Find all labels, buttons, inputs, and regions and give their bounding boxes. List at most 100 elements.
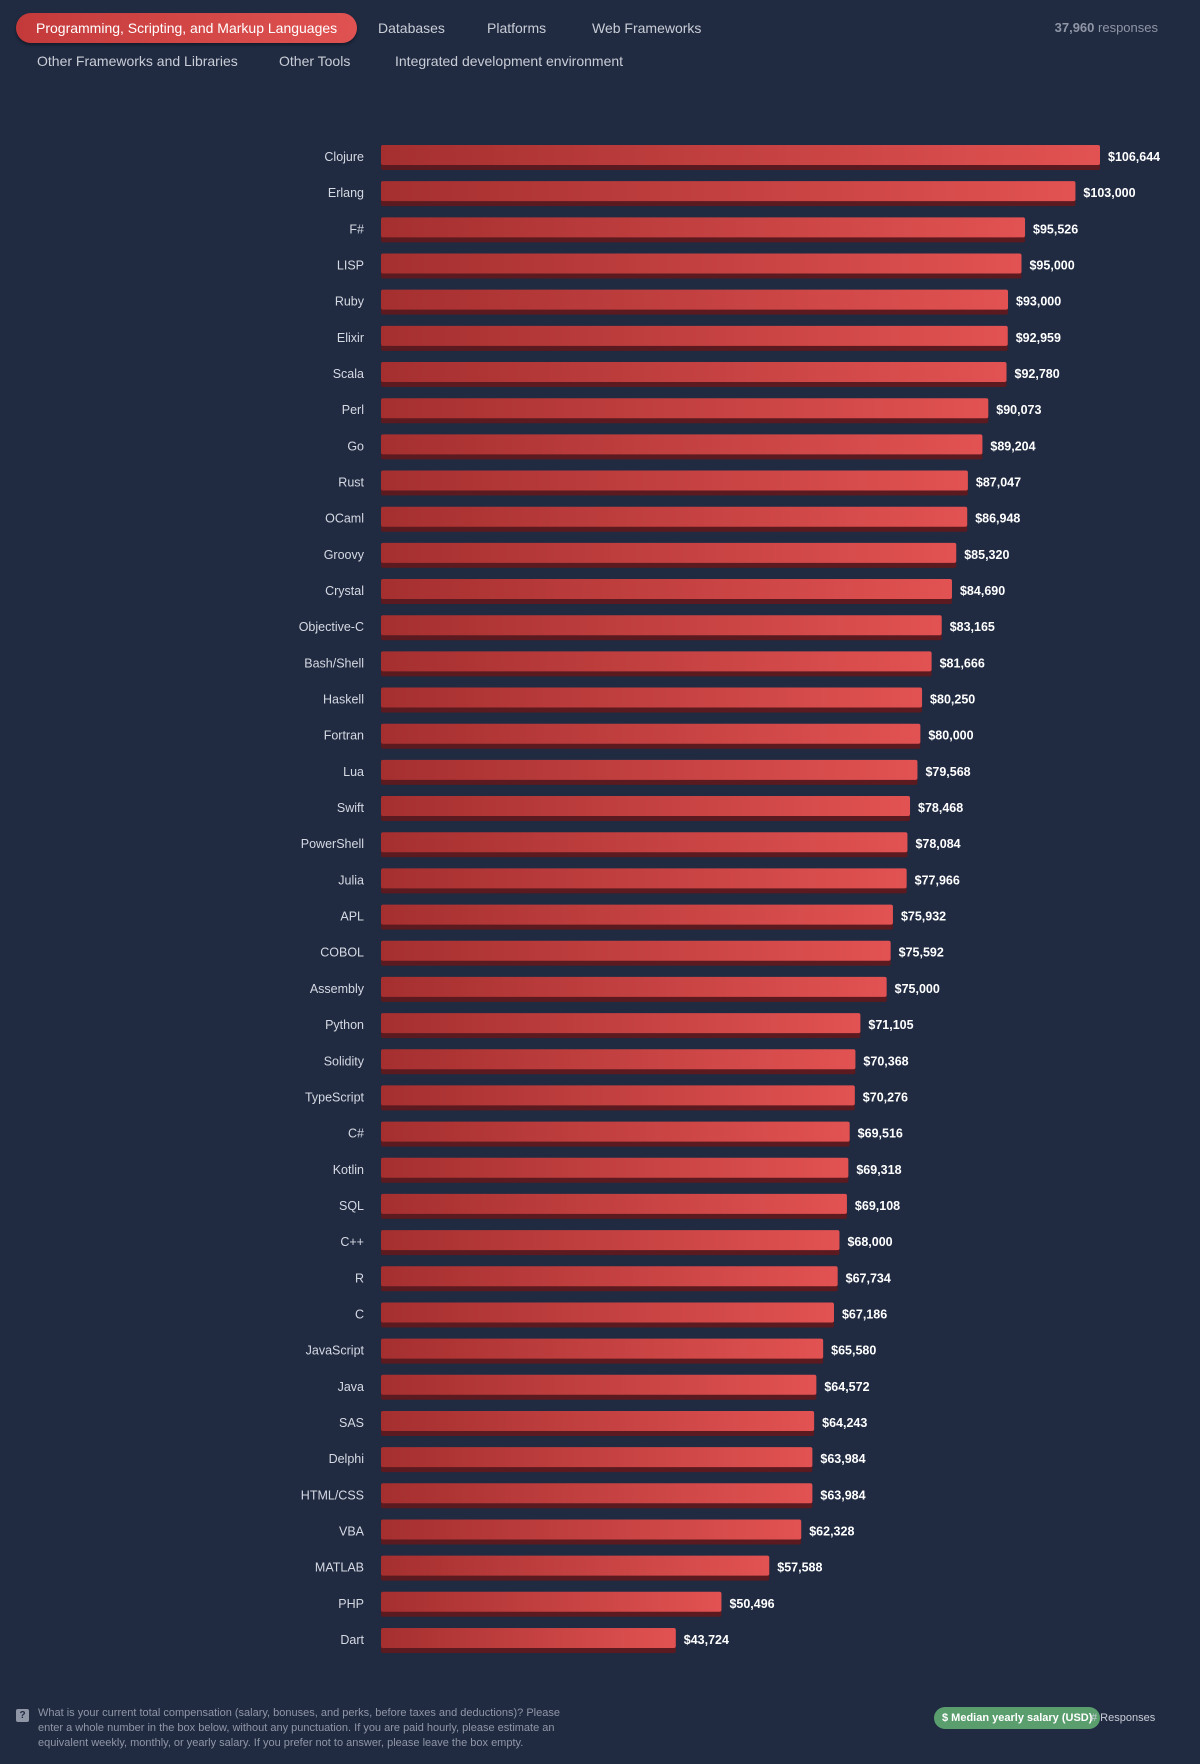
category-label: Perl xyxy=(342,403,364,417)
legend-median-salary-toggle[interactable]: $ Median yearly salary (USD) xyxy=(934,1707,1101,1729)
bar[interactable] xyxy=(381,1193,847,1214)
category-label: Haskell xyxy=(323,693,364,707)
category-label: MATLAB xyxy=(315,1561,364,1575)
bar[interactable] xyxy=(381,940,891,961)
responses-number: 37,960 xyxy=(1054,20,1095,35)
category-label: F# xyxy=(349,222,364,236)
bar[interactable] xyxy=(381,1374,817,1395)
bar[interactable] xyxy=(381,506,968,527)
bar[interactable] xyxy=(381,1627,676,1648)
bar[interactable] xyxy=(381,542,957,563)
bar[interactable] xyxy=(381,1049,856,1070)
bar[interactable] xyxy=(381,579,952,600)
value-label: $69,516 xyxy=(858,1127,903,1141)
bar[interactable] xyxy=(381,1338,824,1359)
bar[interactable] xyxy=(381,651,932,672)
bar[interactable] xyxy=(381,1591,722,1612)
category-label: Java xyxy=(338,1380,364,1394)
category-label: SQL xyxy=(339,1199,364,1213)
value-label: $64,572 xyxy=(824,1380,869,1394)
tab-ide[interactable]: Integrated development environment xyxy=(395,53,624,69)
bar[interactable] xyxy=(381,1157,849,1178)
bar[interactable] xyxy=(381,325,1008,346)
bar[interactable] xyxy=(381,470,968,491)
category-label: R xyxy=(355,1271,364,1285)
value-label: $80,000 xyxy=(928,729,973,743)
category-label: C# xyxy=(348,1127,364,1141)
value-label: $79,568 xyxy=(925,765,970,779)
bar[interactable] xyxy=(381,1085,855,1106)
bar[interactable] xyxy=(381,181,1076,202)
category-label: C++ xyxy=(340,1235,364,1249)
bar[interactable] xyxy=(381,723,921,744)
bar[interactable] xyxy=(381,615,942,636)
bar[interactable] xyxy=(381,976,887,997)
value-label: $95,000 xyxy=(1029,259,1074,273)
bar[interactable] xyxy=(381,289,1009,310)
legend-responses-toggle[interactable]: # Responses xyxy=(1091,1712,1156,1724)
value-label: $90,073 xyxy=(996,403,1041,417)
value-label: $81,666 xyxy=(940,656,985,670)
category-label: JavaScript xyxy=(306,1344,365,1358)
bar[interactable] xyxy=(381,1266,838,1287)
bar[interactable] xyxy=(381,1483,813,1504)
value-label: $78,084 xyxy=(915,837,960,851)
value-label: $75,932 xyxy=(901,910,946,924)
category-label: PHP xyxy=(338,1597,364,1611)
bar[interactable] xyxy=(381,217,1026,238)
category-label: Swift xyxy=(337,801,365,815)
bar[interactable] xyxy=(381,904,893,925)
bar[interactable] xyxy=(381,868,907,889)
category-label: Bash/Shell xyxy=(304,656,364,670)
bar[interactable] xyxy=(381,398,989,419)
bar[interactable] xyxy=(381,1410,815,1431)
responses-count: 37,960 responses xyxy=(1055,13,1158,43)
salary-bar-chart: Clojure $106,644 Erlang $103,000 F# $95,526 LI… xyxy=(299,145,1160,1653)
tab-other-tools[interactable]: Other Tools xyxy=(279,53,351,69)
value-label: $75,592 xyxy=(899,946,944,960)
value-label: $57,588 xyxy=(777,1561,822,1575)
category-label: Erlang xyxy=(328,186,364,200)
category-label: Scala xyxy=(333,367,364,381)
value-label: $70,368 xyxy=(863,1054,908,1068)
category-label: Solidity xyxy=(324,1054,365,1068)
value-label: $80,250 xyxy=(930,693,975,707)
bar[interactable] xyxy=(381,1121,850,1142)
value-label: $62,328 xyxy=(809,1524,854,1538)
category-label: Elixir xyxy=(337,331,364,345)
bar[interactable] xyxy=(381,253,1022,274)
tab-platforms[interactable]: Platforms xyxy=(487,20,547,36)
question-icon: ? xyxy=(16,1709,29,1722)
tab-programming-languages[interactable]: Programming, Scripting, and Markup Langu… xyxy=(16,13,358,43)
bar[interactable] xyxy=(381,1013,861,1034)
value-label: $67,186 xyxy=(842,1307,887,1321)
survey-question: What is your current total compensation … xyxy=(38,1707,560,1749)
tab-web-frameworks[interactable]: Web Frameworks xyxy=(592,20,702,36)
bar[interactable] xyxy=(381,434,983,455)
bar[interactable] xyxy=(381,796,911,817)
value-label: $92,780 xyxy=(1015,367,1060,381)
category-label: Dart xyxy=(340,1633,364,1647)
category-label: Julia xyxy=(338,873,364,887)
tab-databases[interactable]: Databases xyxy=(378,20,445,36)
value-label: $83,165 xyxy=(950,620,995,634)
bar[interactable] xyxy=(381,145,1100,165)
category-label: VBA xyxy=(339,1524,365,1538)
bar[interactable] xyxy=(381,1302,834,1323)
value-label: $75,000 xyxy=(895,982,940,996)
bar[interactable] xyxy=(381,1230,840,1251)
bar[interactable] xyxy=(381,1555,770,1576)
category-label: Kotlin xyxy=(333,1163,364,1177)
category-label: PowerShell xyxy=(301,837,364,851)
bar[interactable] xyxy=(381,1447,813,1468)
category-label: OCaml xyxy=(325,512,364,526)
value-label: $85,320 xyxy=(964,548,1009,562)
bar[interactable] xyxy=(381,1519,802,1540)
bar[interactable] xyxy=(381,362,1007,383)
bar[interactable] xyxy=(381,687,923,708)
bar[interactable] xyxy=(381,759,918,780)
tab-other-frameworks[interactable]: Other Frameworks and Libraries xyxy=(37,53,238,69)
bar[interactable] xyxy=(381,832,908,853)
value-label: $106,644 xyxy=(1108,150,1160,164)
category-label: Lua xyxy=(343,765,364,779)
